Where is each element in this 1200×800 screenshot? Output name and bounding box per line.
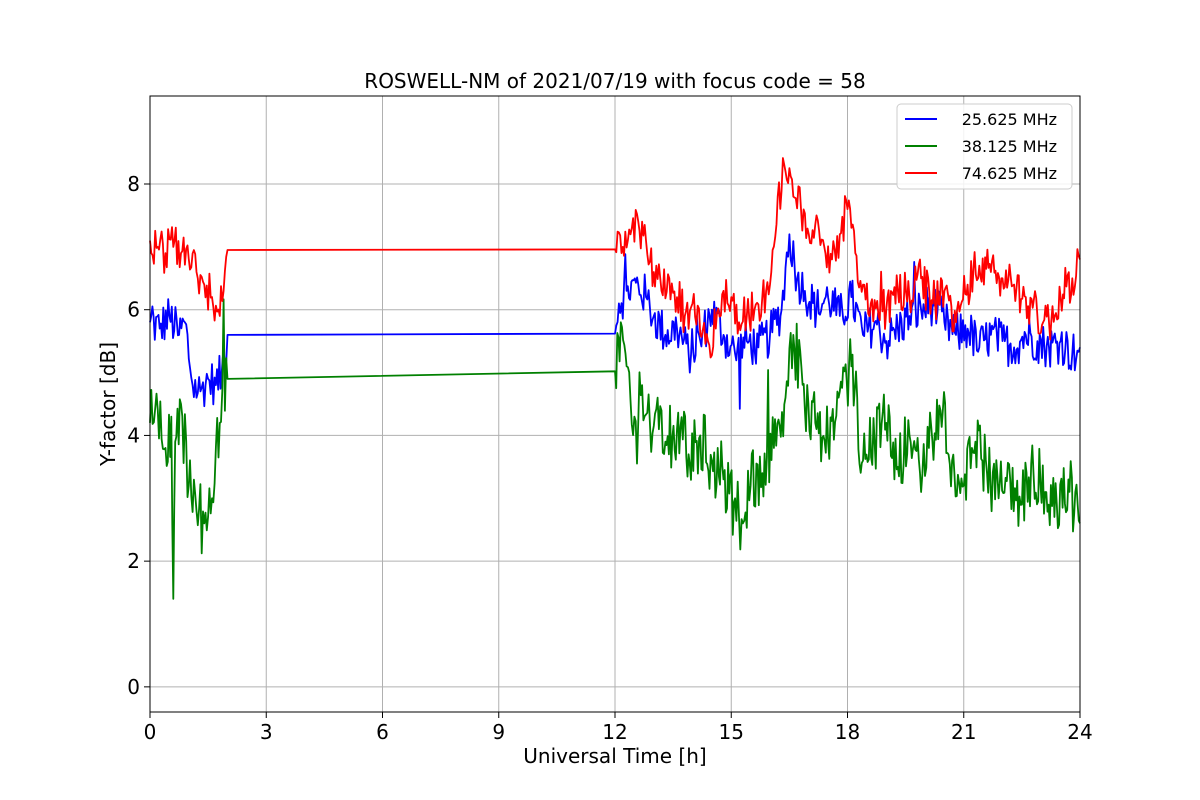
legend: 25.625 MHz 38.125 MHz 74.625 MHz [896,103,1073,190]
x-axis-label: Universal Time [h] [523,744,706,768]
y-tick-label: 4 [127,423,140,447]
x-tick-label: 0 [144,720,157,744]
series-line [149,233,1081,410]
chart-title: ROSWELL-NM of 2021/07/19 with focus code… [364,69,865,93]
y-tick-label: 0 [127,675,140,699]
x-tick-label: 3 [260,720,273,744]
series-line [149,157,1081,359]
y-axis-label: Y-factor [dB] [96,342,120,467]
y-tick-label: 6 [127,298,140,322]
legend-label: 25.625 MHz [962,110,1057,129]
x-tick-label: 24 [1067,720,1092,744]
x-tick-label: 18 [835,720,860,744]
x-tick-label: 15 [719,720,744,744]
x-tick-label: 6 [376,720,389,744]
y-tick-label: 2 [127,549,140,573]
series-line [149,298,1081,600]
x-tick-label: 9 [492,720,505,744]
plot-lines [149,157,1081,600]
legend-label: 74.625 MHz [962,164,1057,183]
legend-label: 38.125 MHz [962,137,1057,156]
x-tick-label: 12 [602,720,627,744]
legend-box [896,103,1073,190]
x-tick-label: 21 [951,720,976,744]
y-tick-label: 8 [127,172,140,196]
